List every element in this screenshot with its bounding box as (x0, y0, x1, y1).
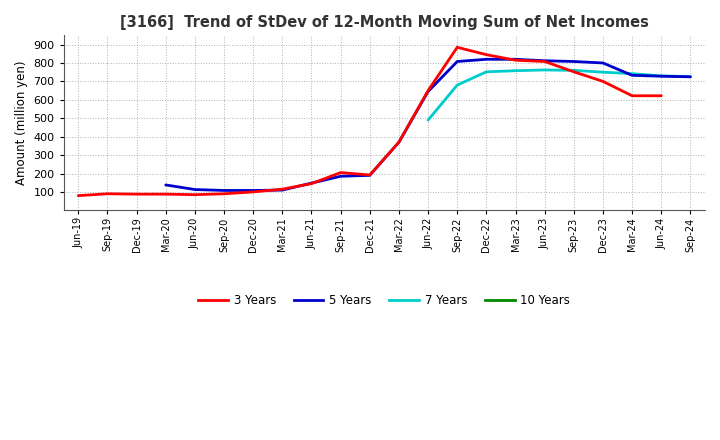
Title: [3166]  Trend of StDev of 12-Month Moving Sum of Net Incomes: [3166] Trend of StDev of 12-Month Moving… (120, 15, 649, 30)
Y-axis label: Amount (million yen): Amount (million yen) (15, 61, 28, 185)
Legend: 3 Years, 5 Years, 7 Years, 10 Years: 3 Years, 5 Years, 7 Years, 10 Years (194, 290, 575, 312)
